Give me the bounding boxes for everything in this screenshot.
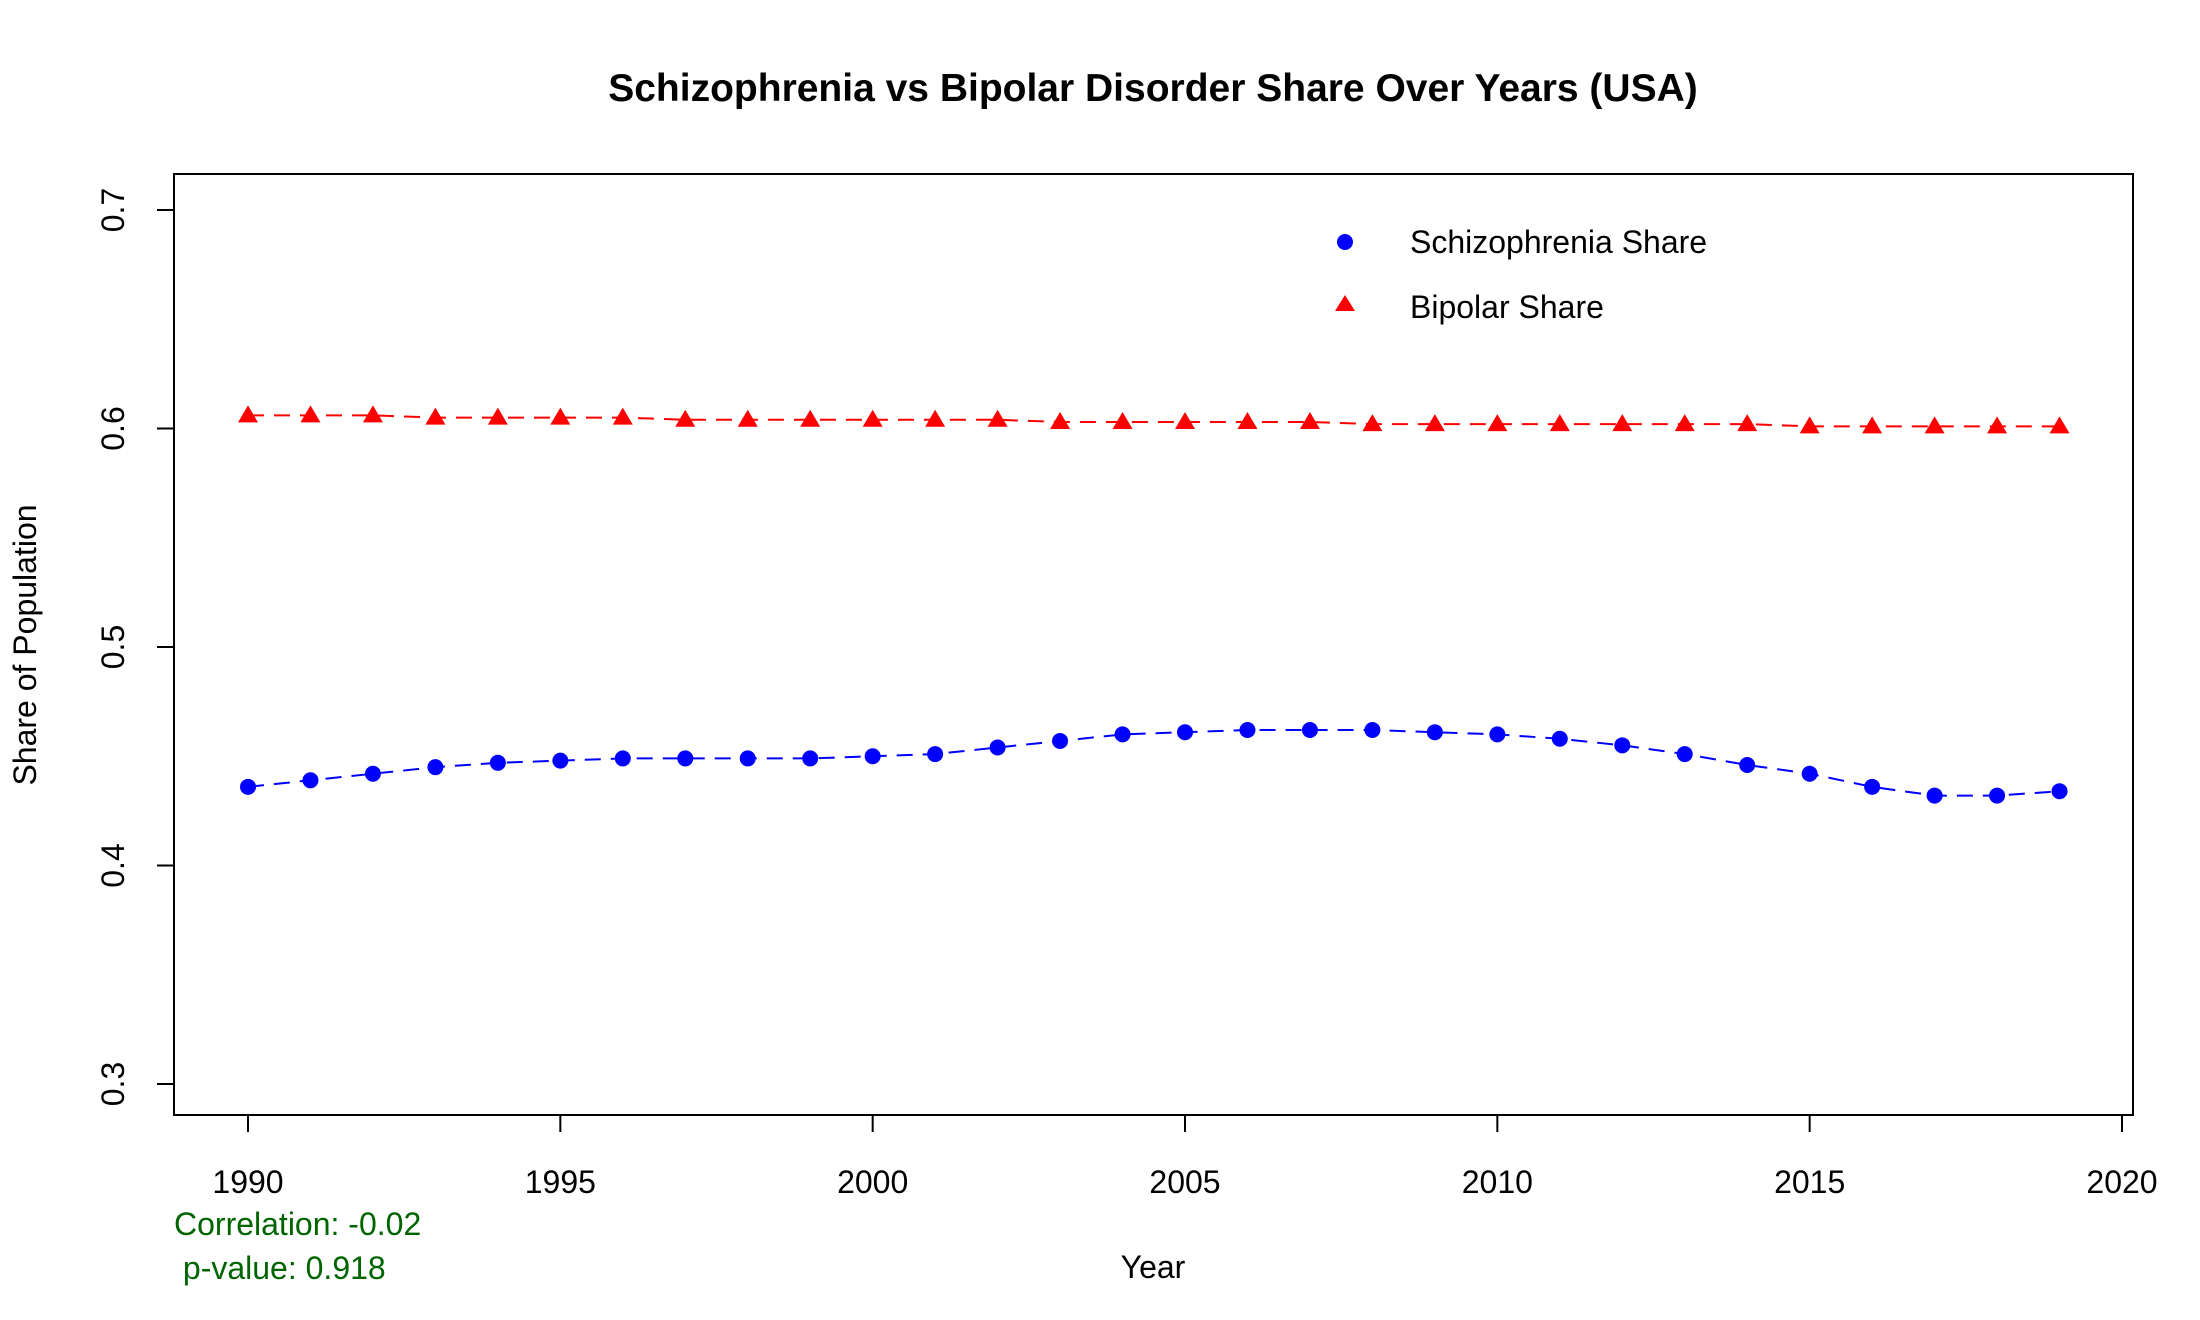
y-tick-label: 0.4 [95, 843, 131, 887]
data-point [1612, 414, 1633, 432]
data-point [1674, 414, 1695, 432]
data-point [989, 739, 1006, 756]
data-point [425, 407, 446, 425]
data-point [614, 750, 631, 767]
data-point [1549, 414, 1570, 432]
y-axis-label: Share of Population [7, 504, 43, 785]
x-tick-label: 2005 [1149, 1164, 1220, 1200]
x-tick-label: 2015 [1774, 1164, 1845, 1200]
data-point [489, 754, 506, 771]
data-point [1926, 787, 1943, 804]
data-point [1864, 778, 1881, 795]
data-point [1987, 416, 2008, 434]
x-tick-label: 2000 [837, 1164, 908, 1200]
series-schizophrenia [240, 722, 2068, 804]
x-tick-label: 1990 [212, 1164, 283, 1200]
legend-marker-schizophrenia [1337, 234, 1353, 250]
data-point [1114, 726, 1131, 743]
data-point [2049, 416, 2070, 434]
data-point [1364, 722, 1381, 739]
data-point [302, 772, 319, 789]
data-point [1237, 411, 1258, 429]
data-point [1801, 765, 1818, 782]
data-point [1112, 411, 1133, 429]
data-point [1299, 411, 1320, 429]
legend-marker-bipolar [1335, 295, 1355, 311]
data-point [737, 409, 758, 427]
data-point [612, 407, 633, 425]
legend: Schizophrenia Share Bipolar Share [1335, 224, 1707, 325]
data-point [1052, 732, 1069, 749]
data-point [362, 405, 383, 423]
data-point [1239, 722, 1256, 739]
data-point [2051, 783, 2068, 800]
data-point [1737, 414, 1758, 432]
series-line [248, 414, 2060, 428]
data-point [802, 750, 819, 767]
data-point [1614, 737, 1631, 754]
data-point [1426, 724, 1443, 741]
data-point [1799, 416, 1820, 434]
x-tick-label: 1995 [525, 1164, 596, 1200]
data-point [1177, 724, 1193, 741]
data-point [864, 748, 881, 765]
data-point [1739, 756, 1756, 773]
data-point [552, 752, 569, 769]
data-point [427, 759, 444, 776]
p-value-note: p-value: 0.918 [174, 1250, 386, 1286]
y-tick-label: 0.3 [95, 1062, 131, 1106]
data-point [300, 405, 321, 423]
series-layer [238, 405, 2070, 804]
data-point [550, 407, 571, 425]
data-point [987, 409, 1008, 427]
data-point [1487, 414, 1508, 432]
data-point [1551, 730, 1568, 747]
correlation-note: Correlation: -0.02 [174, 1206, 421, 1242]
chart-title: Schizophrenia vs Bipolar Disorder Share … [608, 67, 1698, 110]
y-axis: 0.3 0.4 0.5 0.6 0.7 [95, 188, 175, 1106]
data-point [1050, 411, 1071, 429]
data-point [1301, 722, 1318, 739]
legend-label-schizophrenia: Schizophrenia Share [1410, 224, 1707, 260]
data-point [800, 409, 821, 427]
data-point [1924, 416, 1945, 434]
data-point [240, 778, 256, 795]
data-point [862, 409, 883, 427]
legend-label-bipolar: Bipolar Share [1410, 289, 1604, 325]
data-point [1175, 411, 1195, 429]
y-tick-label: 0.7 [95, 188, 131, 232]
x-axis-label: Year [1121, 1249, 1186, 1285]
data-point [1424, 414, 1445, 432]
data-point [927, 746, 944, 763]
data-point [675, 409, 696, 427]
data-point [1862, 416, 1883, 434]
data-point [739, 750, 756, 767]
series-line [247, 729, 2060, 797]
data-point [364, 765, 381, 782]
data-point [1676, 746, 1693, 763]
y-tick-label: 0.5 [95, 625, 131, 669]
data-point [1362, 414, 1383, 432]
x-tick-label: 2010 [1462, 1164, 1533, 1200]
y-tick-label: 0.6 [95, 406, 131, 450]
data-point [487, 407, 508, 425]
x-tick-label: 2020 [2086, 1164, 2157, 1200]
plot-frame [173, 173, 2134, 1116]
data-point [677, 750, 694, 767]
data-point [238, 405, 258, 423]
data-point [1489, 726, 1506, 743]
data-point [1989, 787, 2006, 804]
data-point [925, 409, 946, 427]
x-axis: 1990 1995 2000 2005 2010 2015 2020 [212, 1114, 2158, 1200]
series-bipolar [238, 405, 2070, 434]
